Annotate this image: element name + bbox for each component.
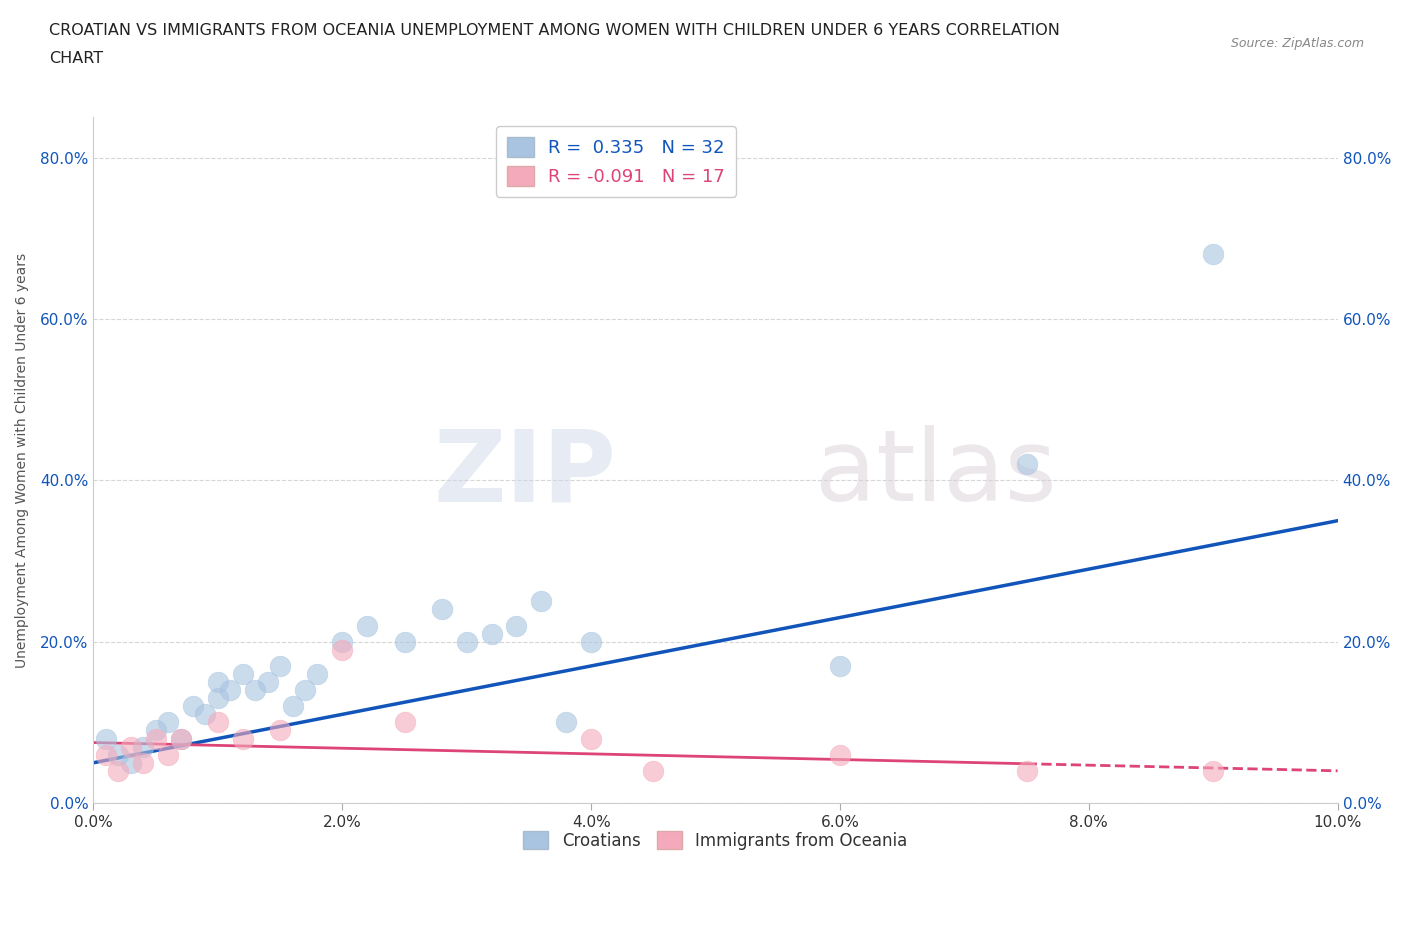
Point <box>307 667 329 682</box>
Point <box>505 618 527 633</box>
Point <box>269 658 291 673</box>
Point <box>643 764 665 778</box>
Point <box>94 747 117 762</box>
Point <box>456 634 478 649</box>
Point <box>107 747 129 762</box>
Point <box>530 594 553 609</box>
Text: ZIP: ZIP <box>433 425 616 523</box>
Point <box>207 691 229 706</box>
Point <box>145 723 167 737</box>
Point <box>232 667 254 682</box>
Point <box>169 731 191 746</box>
Legend: Croatians, Immigrants from Oceania: Croatians, Immigrants from Oceania <box>517 825 914 857</box>
Point <box>579 731 602 746</box>
Point <box>132 739 155 754</box>
Point <box>269 723 291 737</box>
Point <box>1202 764 1225 778</box>
Point <box>481 626 503 641</box>
Point <box>330 634 353 649</box>
Point <box>207 674 229 689</box>
Text: Source: ZipAtlas.com: Source: ZipAtlas.com <box>1230 37 1364 50</box>
Point <box>394 715 416 730</box>
Point <box>394 634 416 649</box>
Point <box>1202 247 1225 262</box>
Point <box>169 731 191 746</box>
Point <box>145 731 167 746</box>
Text: CROATIAN VS IMMIGRANTS FROM OCEANIA UNEMPLOYMENT AMONG WOMEN WITH CHILDREN UNDER: CROATIAN VS IMMIGRANTS FROM OCEANIA UNEM… <box>49 23 1060 38</box>
Point <box>281 698 304 713</box>
Point <box>107 764 129 778</box>
Point <box>207 715 229 730</box>
Point <box>579 634 602 649</box>
Point <box>555 715 578 730</box>
Point <box>94 731 117 746</box>
Text: CHART: CHART <box>49 51 103 66</box>
Point <box>430 602 453 617</box>
Point <box>181 698 204 713</box>
Point <box>294 683 316 698</box>
Point <box>219 683 242 698</box>
Text: atlas: atlas <box>815 425 1057 523</box>
Point <box>256 674 278 689</box>
Point <box>132 755 155 770</box>
Point <box>1015 457 1038 472</box>
Y-axis label: Unemployment Among Women with Children Under 6 years: Unemployment Among Women with Children U… <box>15 253 30 668</box>
Point <box>245 683 267 698</box>
Point <box>828 658 851 673</box>
Point <box>157 715 180 730</box>
Point <box>157 747 180 762</box>
Point <box>120 739 142 754</box>
Point <box>120 755 142 770</box>
Point <box>356 618 378 633</box>
Point <box>232 731 254 746</box>
Point <box>330 643 353 658</box>
Point <box>828 747 851 762</box>
Point <box>194 707 217 722</box>
Point <box>1015 764 1038 778</box>
